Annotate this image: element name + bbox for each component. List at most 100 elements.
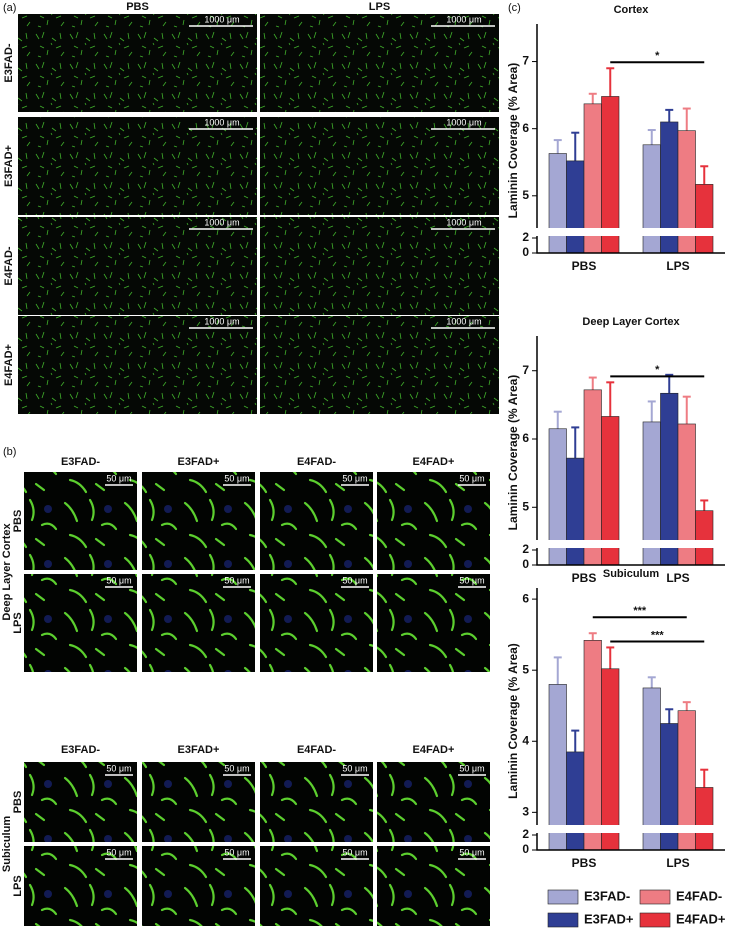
legend-swatch bbox=[547, 912, 579, 928]
y-tick-label: 3 bbox=[522, 805, 529, 819]
micrograph bbox=[18, 14, 257, 112]
row-label: PBS bbox=[12, 791, 24, 814]
column-header: E3FAD+ bbox=[178, 744, 220, 756]
micrograph bbox=[24, 762, 137, 842]
scale-bar-label: 50 μm bbox=[459, 575, 484, 585]
bar bbox=[660, 392, 679, 566]
y-tick-label: 2 bbox=[522, 827, 529, 841]
x-tick-label: LPS bbox=[666, 571, 689, 585]
micrograph bbox=[142, 762, 255, 842]
y-axis-label: Laminin Coverage (% Area) bbox=[506, 643, 520, 799]
micrograph bbox=[142, 846, 255, 926]
y-tick-label: 0 bbox=[522, 842, 529, 856]
x-tick-label: LPS bbox=[666, 856, 689, 870]
y-tick-label: 7 bbox=[522, 54, 529, 68]
micrograph bbox=[260, 14, 499, 112]
column-header: E3FAD+ bbox=[178, 456, 220, 468]
micrograph bbox=[377, 762, 490, 842]
micrograph bbox=[260, 574, 373, 672]
scale-bar-label: 50 μm bbox=[459, 763, 484, 773]
scale-bar-label: 1000 μm bbox=[446, 117, 481, 127]
row-label: E3FAD- bbox=[3, 43, 15, 82]
legend-swatch bbox=[639, 889, 671, 905]
column-header: LPS bbox=[369, 1, 390, 13]
scale-bar-label: 50 μm bbox=[459, 847, 484, 857]
scale-bar-label: 50 μm bbox=[224, 575, 249, 585]
bar bbox=[566, 457, 585, 566]
column-header: E4FAD- bbox=[297, 744, 336, 756]
significance-label: *** bbox=[633, 605, 647, 617]
bar bbox=[548, 153, 567, 254]
y-tick-label: 5 bbox=[522, 662, 529, 676]
scale-bar-label: 50 μm bbox=[224, 847, 249, 857]
micrograph bbox=[260, 217, 499, 315]
scale-bar-label: 50 μm bbox=[342, 473, 367, 483]
scale-bar-label: 50 μm bbox=[342, 575, 367, 585]
scale-bar-label: 1000 μm bbox=[204, 117, 239, 127]
axis-break-gap bbox=[531, 540, 727, 548]
micrograph bbox=[260, 316, 499, 414]
scale-bar-label: 1000 μm bbox=[204, 217, 239, 227]
significance-label: * bbox=[655, 50, 660, 62]
scale-bar-label: 50 μm bbox=[224, 763, 249, 773]
panel-label: (a) bbox=[3, 2, 16, 14]
y-tick-label: 2 bbox=[522, 230, 529, 244]
chart-title: Deep Layer Cortex bbox=[582, 316, 680, 328]
y-tick-label: 4 bbox=[522, 733, 529, 747]
scale-bar-label: 50 μm bbox=[106, 847, 131, 857]
scale-bar-label: 50 μm bbox=[224, 473, 249, 483]
bar bbox=[566, 160, 585, 254]
y-tick-label: 0 bbox=[522, 245, 529, 259]
row-label: E3FAD+ bbox=[3, 145, 15, 187]
scale-bar-label: 50 μm bbox=[342, 763, 367, 773]
x-tick-label: PBS bbox=[572, 571, 597, 585]
micrograph bbox=[18, 117, 257, 215]
micrograph bbox=[24, 574, 137, 672]
legend-swatch bbox=[547, 889, 579, 905]
y-tick-label: 0 bbox=[522, 557, 529, 571]
micrograph bbox=[142, 574, 255, 672]
scale-bar-label: 1000 μm bbox=[204, 316, 239, 326]
column-header: E3FAD- bbox=[61, 456, 100, 468]
region-label: Subiculum bbox=[1, 816, 13, 872]
x-tick-label: PBS bbox=[572, 856, 597, 870]
bar bbox=[601, 668, 620, 851]
panel-label: (b) bbox=[3, 446, 16, 458]
scale-bar-label: 50 μm bbox=[342, 847, 367, 857]
column-header: E4FAD+ bbox=[413, 456, 455, 468]
x-tick-label: PBS bbox=[572, 259, 597, 273]
column-header: E4FAD+ bbox=[413, 744, 455, 756]
micrograph bbox=[18, 316, 257, 414]
axis-break-gap bbox=[531, 825, 727, 833]
micrograph bbox=[377, 472, 490, 570]
y-tick-label: 6 bbox=[522, 121, 529, 135]
y-axis bbox=[536, 588, 725, 851]
bar bbox=[695, 184, 714, 254]
row-label: LPS bbox=[12, 875, 24, 896]
legend-label: E4FAD- bbox=[676, 888, 722, 903]
y-axis-label: Laminin Coverage (% Area) bbox=[506, 63, 520, 219]
significance-label: * bbox=[655, 364, 660, 376]
scale-bar-label: 50 μm bbox=[459, 473, 484, 483]
micrograph bbox=[24, 472, 137, 570]
bar bbox=[695, 787, 714, 851]
micrograph bbox=[260, 762, 373, 842]
y-axis bbox=[536, 24, 725, 254]
scale-bar-label: 50 μm bbox=[106, 763, 131, 773]
y-axis-label: Laminin Coverage (% Area) bbox=[506, 375, 520, 531]
panel-label: (c) bbox=[508, 2, 521, 14]
y-tick-label: 6 bbox=[522, 431, 529, 445]
scale-bar-label: 1000 μm bbox=[446, 14, 481, 24]
y-tick-label: 5 bbox=[522, 188, 529, 202]
micrograph bbox=[18, 217, 257, 315]
micrograph bbox=[24, 846, 137, 926]
y-axis bbox=[536, 336, 725, 566]
column-header: E4FAD- bbox=[297, 456, 336, 468]
column-header: PBS bbox=[126, 1, 149, 13]
row-label: E4FAD- bbox=[3, 246, 15, 285]
scale-bar-label: 1000 μm bbox=[204, 14, 239, 24]
row-label: E4FAD+ bbox=[3, 344, 15, 386]
axis-break-gap bbox=[531, 228, 727, 236]
column-header: E3FAD- bbox=[61, 744, 100, 756]
